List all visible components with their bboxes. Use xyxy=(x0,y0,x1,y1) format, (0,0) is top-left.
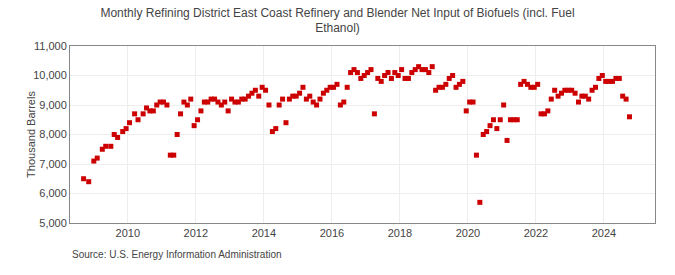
svg-text:2018: 2018 xyxy=(388,227,412,239)
svg-text:5,000: 5,000 xyxy=(39,217,67,229)
svg-text:Thousand Barrels: Thousand Barrels xyxy=(25,91,37,178)
svg-text:2022: 2022 xyxy=(524,227,548,239)
svg-text:2020: 2020 xyxy=(456,227,480,239)
svg-text:10,000: 10,000 xyxy=(33,69,67,81)
svg-text:2016: 2016 xyxy=(320,227,344,239)
svg-text:8,000: 8,000 xyxy=(39,128,67,140)
svg-text:2024: 2024 xyxy=(592,227,616,239)
svg-text:11,000: 11,000 xyxy=(34,40,67,52)
svg-text:2014: 2014 xyxy=(252,227,276,239)
svg-text:Monthly Refining District East: Monthly Refining District East Coast Ref… xyxy=(100,6,574,36)
svg-text:9,000: 9,000 xyxy=(39,99,67,111)
svg-text:2010: 2010 xyxy=(116,227,140,239)
svg-text:2012: 2012 xyxy=(184,227,208,239)
svg-text:Source: U.S. Energy Informatio: Source: U.S. Energy Information Administ… xyxy=(72,249,282,260)
svg-text:6,000: 6,000 xyxy=(39,187,67,199)
svg-text:7,000: 7,000 xyxy=(39,158,67,170)
